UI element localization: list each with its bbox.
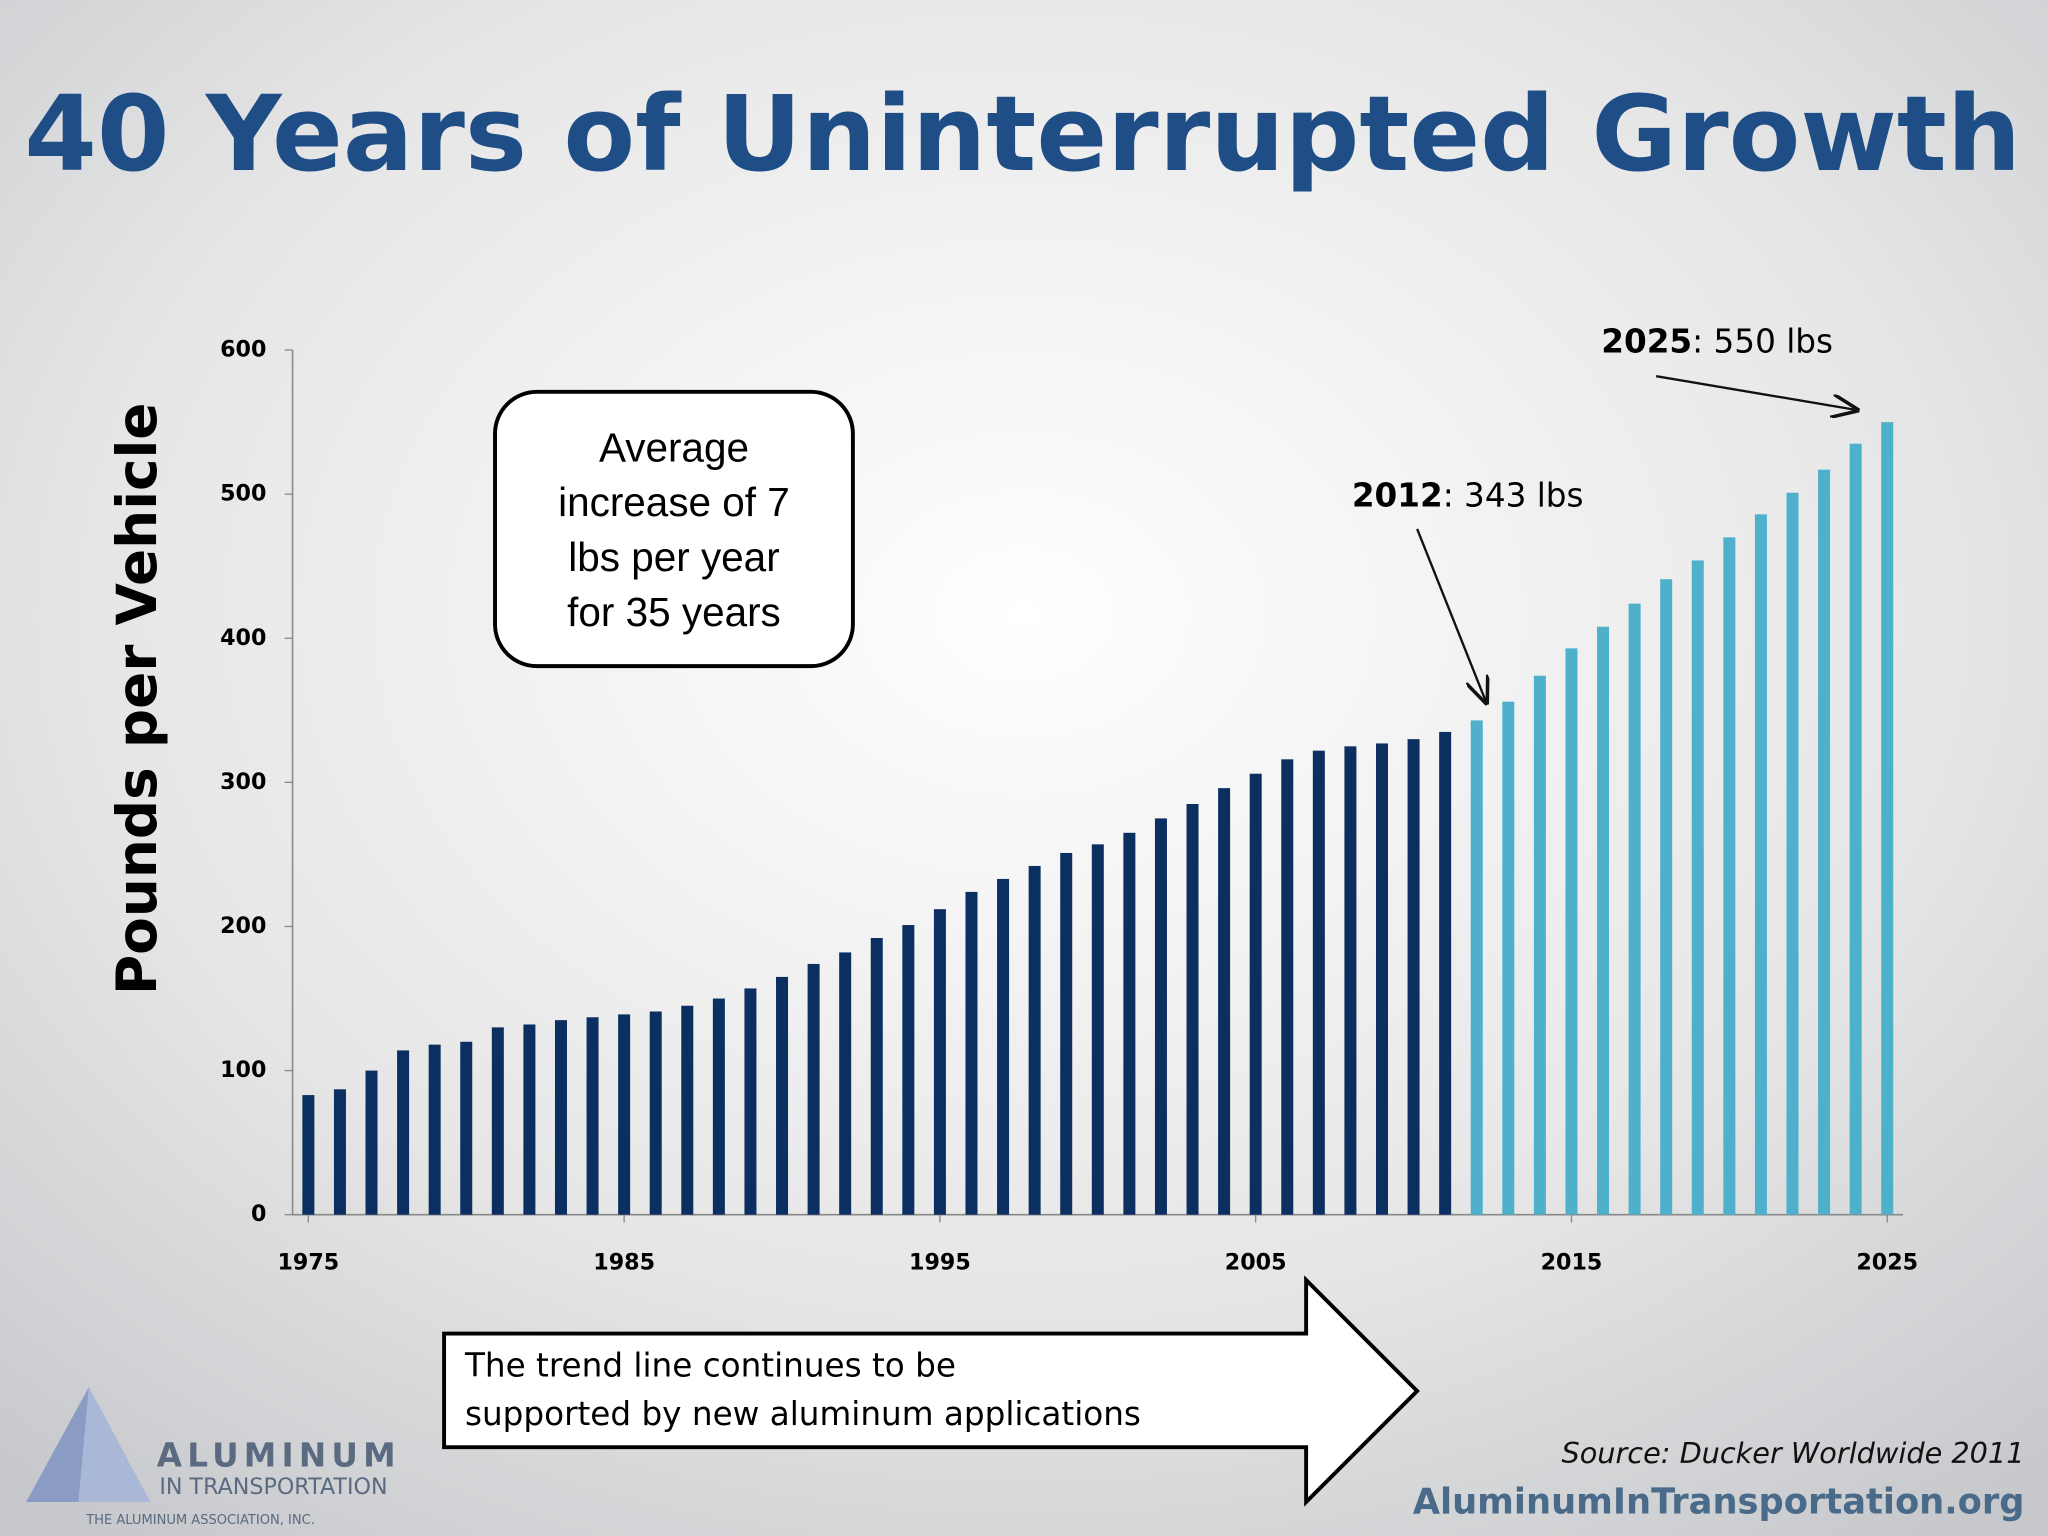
bar [712,998,725,1215]
bar [1470,720,1483,1215]
note-line: Average [599,424,749,470]
bar [1691,560,1704,1215]
bar [1186,803,1199,1215]
logo-name: ALUMINUM [157,1437,401,1475]
logo-mark [78,1387,151,1503]
bar [1123,832,1136,1215]
bar [1818,469,1831,1215]
bar [1849,443,1862,1215]
note-line: lbs per year [568,534,779,580]
x-tick-label: 1975 [277,1250,339,1276]
x-tick-label: 2005 [1225,1250,1287,1276]
bar [1533,675,1546,1215]
bar [776,976,789,1215]
y-tick-label: 200 [220,913,266,939]
logo-sub: IN TRANSPORTATION [159,1474,387,1500]
x-tick-label: 1995 [909,1250,971,1276]
bar [491,1027,504,1215]
annotations: 2012: 343 lbs 2025: 550 lbs [1352,323,1833,515]
bar [397,1050,410,1215]
bar [523,1024,536,1215]
bar [902,925,915,1215]
trend-line: The trend line continues to be [464,1347,956,1385]
y-tick-label: 300 [220,769,266,795]
bar [618,1014,631,1215]
source: Source: Ducker Worldwide 2011 [1562,1436,2025,1470]
trend-arrow [442,1275,1420,1507]
bar [1028,865,1041,1215]
bar [1218,788,1231,1215]
website: AluminumInTransportation.org [1413,1481,2025,1522]
bar [333,1089,346,1215]
bar [1281,759,1294,1215]
bar [1407,739,1420,1215]
bar [302,1095,315,1215]
x-tick-label: 2025 [1856,1250,1918,1276]
bar [1375,743,1388,1215]
annotation-text: : 550 lbs [1692,323,1833,361]
bar [1312,750,1325,1215]
bar [997,878,1010,1215]
note-text: Average increase of 7 lbs per year for 35 y… [558,424,790,635]
chart-title: 40 Years of Uninterrupted Growth [24,73,2021,195]
bar [807,963,820,1215]
annotation-arrow [1655,375,1857,410]
y-tick-label: 0 [251,1201,266,1227]
x-tick-label: 1985 [593,1250,655,1276]
bar [1565,648,1578,1215]
logo-org: THE ALUMINUM ASSOCIATION, INC. [85,1513,315,1528]
note-box [493,389,855,669]
bar [1628,603,1641,1215]
bar [365,1070,378,1215]
bar [1502,701,1515,1215]
annotation-text: : 343 lbs [1443,477,1584,515]
annotation: 2012: 343 lbs [1352,477,1584,515]
bar [1754,514,1767,1215]
bar [554,1020,567,1215]
annotation-year: 2025 [1601,323,1692,361]
trend-line: supported by new aluminum applications [465,1395,1141,1433]
y-tick-label: 600 [220,337,266,363]
annotation: 2025: 550 lbs [1601,323,1833,361]
bar [839,952,852,1215]
bar [1091,844,1104,1215]
bar [681,1005,694,1215]
plot-area: 0 100 200 300 400 500 600 1975 1985 1995 2005 2015 2… [220,337,1918,1276]
bar [1881,422,1894,1215]
bar [586,1017,599,1215]
bar [965,891,978,1215]
bar [870,938,883,1215]
bar [1786,492,1799,1215]
bar [744,988,757,1215]
bar [1249,773,1262,1215]
annotation-year: 2012 [1352,477,1443,515]
bar [1660,579,1673,1215]
note-line: for 35 years [567,589,781,635]
note-line: increase of 7 [558,479,790,525]
bar [1723,537,1736,1215]
y-tick-label: 400 [220,625,266,651]
x-tick-label: 2015 [1541,1250,1603,1276]
bar [460,1041,473,1215]
bar [1439,731,1452,1215]
bar [1597,626,1610,1215]
bar [933,909,946,1215]
bar [1154,818,1167,1215]
trend-text: The trend line continues to be supported … [464,1347,1141,1433]
annotation-arrow [1416,528,1486,703]
y-tick-label: 500 [220,481,266,507]
bar [1344,746,1357,1215]
y-axis-label: Pounds per Vehicle [105,403,169,996]
bar [649,1011,662,1215]
bar [428,1044,441,1215]
y-tick-label: 100 [220,1057,266,1083]
bar [1060,852,1073,1215]
